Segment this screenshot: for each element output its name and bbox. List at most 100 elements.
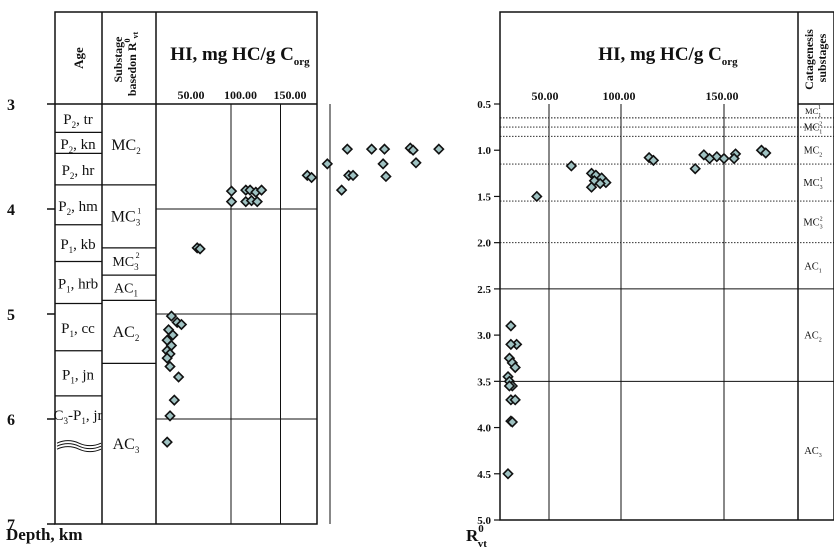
age-label-rest: , jn	[75, 367, 95, 383]
age-label-sub: 2	[70, 171, 75, 181]
stage-header: Catagenesis substages	[802, 26, 829, 90]
catagenesis-label-base: AC	[804, 331, 819, 342]
substage-label: AC2	[113, 324, 140, 343]
age-label-base: P	[62, 367, 70, 383]
right-data-point	[689, 162, 701, 175]
unconformity-line	[56, 443, 102, 450]
age-label-rest: , hrb	[71, 277, 99, 293]
substage-label-sub: 2	[136, 146, 141, 156]
right-plot-title: HI, mg HC/g Corg	[598, 44, 738, 68]
age-label-sub: 1	[66, 285, 71, 295]
age-label-sub: 2	[67, 207, 72, 217]
age-label: P2, kn	[60, 137, 96, 155]
substage-label-sub: 3	[136, 218, 141, 228]
right-data-points	[502, 144, 772, 480]
left-x-tick-label: 150.00	[274, 88, 307, 102]
left-y-tick-label: 4	[7, 202, 15, 219]
right-y-axis-label-main: R	[466, 526, 479, 545]
age-label-rest: , hr	[74, 163, 94, 179]
age-label-base: P	[60, 137, 68, 153]
substage-header: Substage basedon R0vt	[111, 31, 140, 96]
left-data-points	[161, 142, 445, 448]
age-label: P1, cc	[61, 321, 95, 339]
substage-header-sub: vt	[131, 31, 140, 38]
left-data-point	[410, 157, 422, 169]
catagenesis-label: MC3 2	[803, 216, 822, 230]
left-data-point	[164, 360, 176, 373]
catagenesis-label-base: MC	[803, 178, 819, 189]
substage-label-sub: 3	[134, 262, 139, 272]
stage-header-line1: Catagenesis	[802, 29, 816, 90]
right-data-point	[585, 181, 598, 193]
right-y-tick-label: 1.0	[477, 145, 491, 157]
catagenesis-label-sub: 2	[819, 153, 822, 159]
age-label-base: C	[53, 408, 63, 424]
left-data-point	[335, 184, 348, 196]
left-data-point	[341, 143, 354, 155]
age-label-base: P	[63, 112, 71, 128]
right-x-tick-label: 50.00	[532, 89, 559, 103]
catagenesis-label-sup: 1	[818, 105, 821, 111]
right-y-tick-label: 2.5	[477, 284, 491, 296]
left-frame	[54, 11, 318, 525]
catagenesis-label-base: MC	[804, 146, 820, 157]
right-y-tick-label: 3.5	[477, 376, 491, 388]
age-label: P2, hr	[62, 163, 95, 181]
substage-label: MC2	[111, 137, 140, 156]
right-y-tick-label: 0.5	[477, 99, 491, 111]
catagenesis-label: MC3 1	[803, 177, 822, 191]
age-label-sub: 1	[69, 245, 74, 255]
catagenesis-label-sub: 3	[819, 453, 822, 459]
age-label-base: P	[58, 199, 66, 215]
age-label-sub: 3	[64, 416, 69, 426]
substage-label-base: AC	[113, 436, 135, 453]
right-data-point	[502, 468, 514, 480]
left-data-point	[365, 143, 378, 155]
age-label: P2, tr	[63, 112, 93, 130]
catagenesis-label-sub: 3	[820, 185, 823, 191]
age-label-rest: , kn	[73, 137, 96, 153]
age-label-base: P	[62, 163, 70, 179]
left-data-point	[164, 410, 176, 422]
age-label-base: P	[58, 277, 66, 293]
right-panel: HI, mg HC/g Corg Catagenesis substages 5…	[466, 11, 834, 550]
right-data-point	[760, 147, 772, 159]
age-label-base: P	[60, 237, 68, 253]
catagenesis-label-sub: 1	[819, 268, 822, 274]
right-y-axis-label-sub: vt	[478, 538, 488, 547]
left-data-point	[172, 371, 185, 383]
left-plot-title: HI, mg HC/g Corg	[170, 44, 310, 68]
catagenesis-label-base: MC	[804, 122, 820, 133]
substage-label-base: MC	[111, 137, 136, 154]
catagenesis-label-sup: 2	[820, 216, 823, 222]
age-label: P1, hrb	[58, 277, 98, 295]
left-x-tick-label: 50.00	[178, 88, 205, 102]
substage-header-sup: 0	[123, 38, 132, 42]
age-label-sub: 2	[69, 145, 74, 155]
left-y-tick-label: 3	[7, 97, 15, 114]
left-data-point	[407, 144, 419, 156]
left-data-point	[321, 158, 334, 170]
age-label-rest: -P	[68, 408, 81, 424]
substage-label-base: AC	[114, 281, 133, 296]
age-label-rest2: , jr	[86, 408, 103, 424]
age-label-sub: 1	[70, 375, 75, 385]
left-data-point	[433, 143, 445, 155]
catagenesis-label-base: MC	[803, 217, 819, 228]
catagenesis-label-sup: 1	[820, 177, 823, 183]
right-data-point	[594, 177, 606, 190]
left-data-point	[161, 352, 173, 364]
substage-label-base: MC	[112, 255, 134, 270]
age-label-sub2: 1	[81, 416, 86, 426]
right-data-point	[503, 380, 516, 392]
left-plot-title-main: HI, mg HC/g C	[170, 44, 294, 65]
right-data-point	[647, 154, 660, 167]
substage-label-base: AC	[113, 324, 135, 341]
left-data-point	[347, 169, 359, 182]
right-x-tick-label: 150.00	[706, 89, 739, 103]
left-data-point	[225, 185, 238, 197]
